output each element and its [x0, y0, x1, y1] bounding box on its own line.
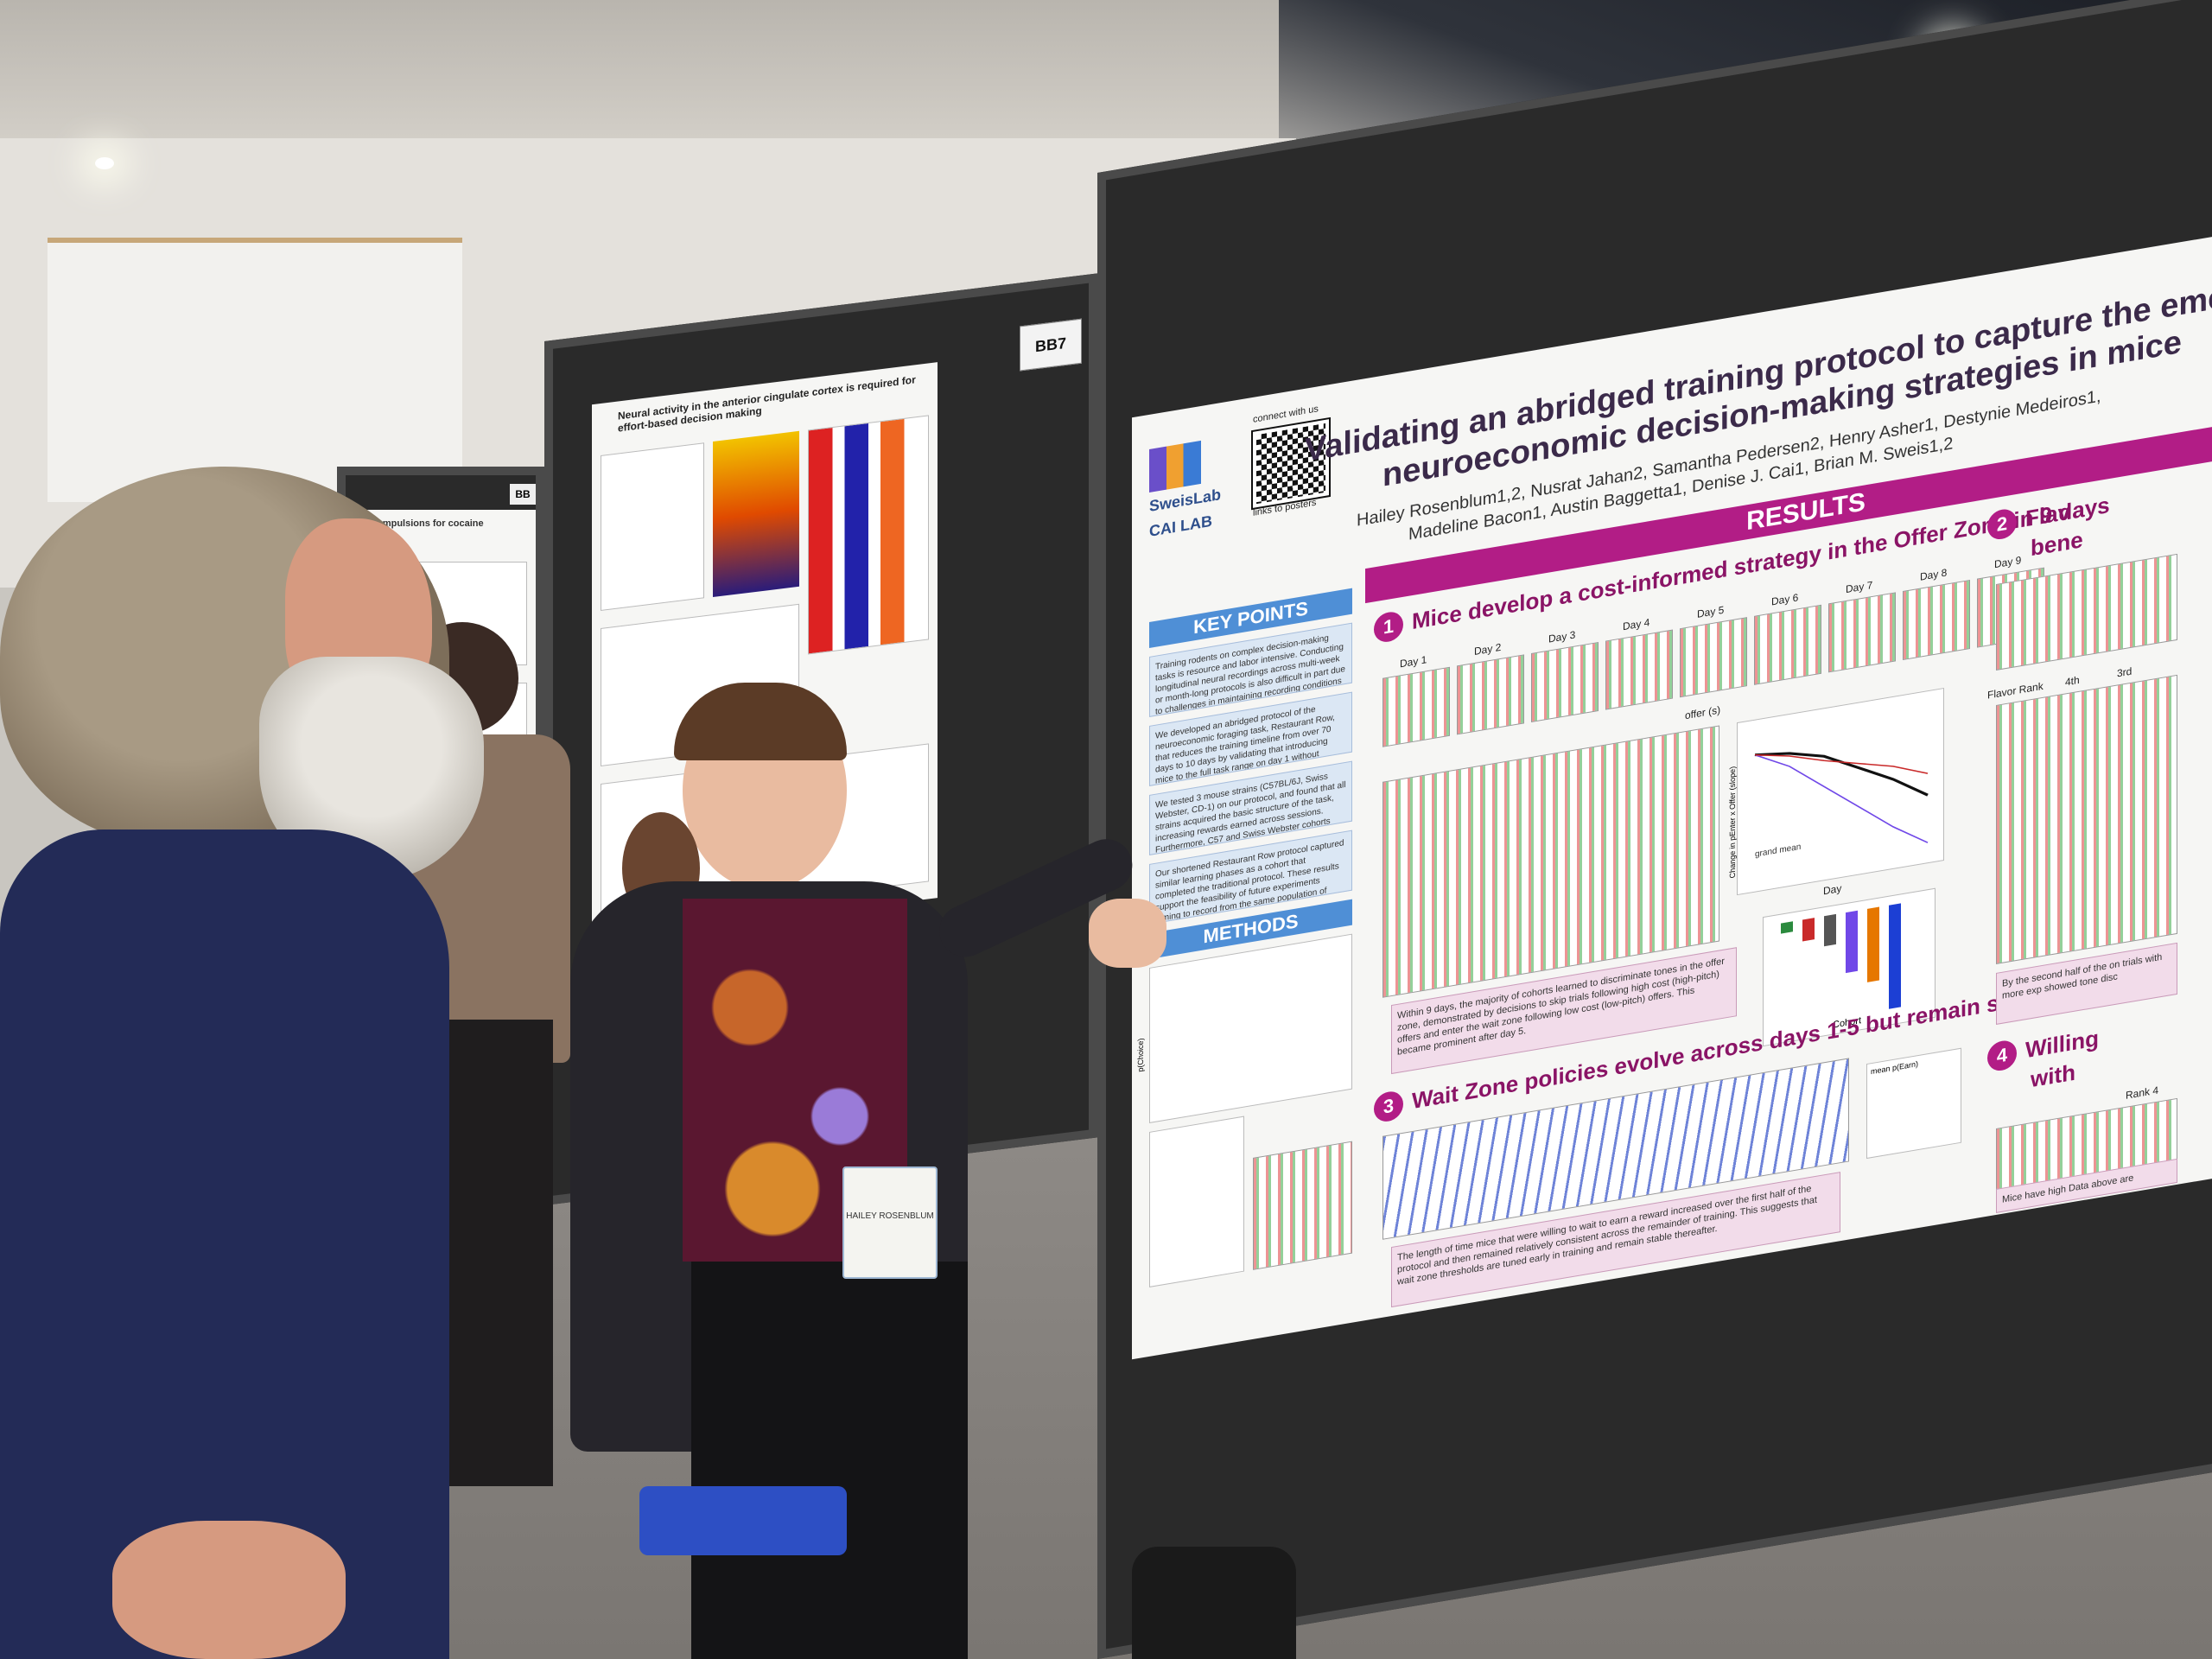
- day-plot: [1457, 654, 1524, 735]
- day-plot: [1903, 579, 1970, 661]
- day-label: Day 3: [1548, 628, 1576, 645]
- bar: [1846, 910, 1858, 974]
- section-1-number: 1: [1374, 609, 1403, 645]
- main-poster-board: SweisLab CAI LAB connect with us links t…: [1097, 0, 2212, 1659]
- main-poster: SweisLab CAI LAB connect with us links t…: [1132, 231, 2212, 1360]
- presenter-hair: [674, 683, 847, 760]
- booth-tag: BB7: [1020, 318, 1082, 372]
- day-plot: [1754, 604, 1821, 685]
- man-hand: [112, 1521, 346, 1659]
- bar: [1867, 906, 1879, 982]
- heatmap-figure: [713, 430, 799, 598]
- earn-line-chart: mean p(Earn): [1866, 1047, 1961, 1160]
- section-3-number: 3: [1374, 1089, 1403, 1124]
- lab-logo-icon: [1149, 440, 1201, 493]
- board-tag: BB: [510, 484, 536, 505]
- day-label: Day 5: [1697, 603, 1725, 620]
- day-plot: [1828, 592, 1896, 673]
- section-4-number: 4: [1987, 1038, 2017, 1073]
- day-plot: [1605, 629, 1673, 710]
- section-4-title: Willing: [2025, 1025, 2099, 1064]
- rank-label: 3rd: [2117, 664, 2133, 680]
- choice-axis-label: p(Choice): [1136, 1037, 1145, 1073]
- ceiling-light: [95, 157, 114, 169]
- section-2-title: Flav: [2025, 498, 2071, 532]
- rank-label: 4th: [2065, 673, 2080, 689]
- bar: [1802, 918, 1815, 942]
- bar: [1781, 921, 1793, 934]
- blue-bag: [639, 1486, 847, 1555]
- earn-axis-label: mean p(Earn): [1871, 1059, 1919, 1077]
- presenter-badge: HAILEY ROSENBLUM: [842, 1166, 938, 1279]
- flavor-grid-plots: [1996, 674, 2177, 964]
- day-label: Day 6: [1771, 591, 1799, 608]
- slope-axis-label: Change in pEnter x Offer (slope): [1728, 766, 1737, 880]
- left-poster-title: compulsions for cocaine: [372, 518, 484, 529]
- figure: [601, 442, 704, 612]
- rank-label: Rank 4: [2126, 1084, 2159, 1102]
- day-label: Day 7: [1846, 578, 1873, 596]
- methods-plot: [1253, 1141, 1352, 1270]
- day-plot: [1531, 641, 1599, 722]
- section-2-number: 2: [1987, 506, 2017, 542]
- day-label: Day 1: [1400, 653, 1427, 671]
- day-label: Day 4: [1623, 616, 1650, 633]
- methods-diagram: [1149, 933, 1352, 1123]
- day-plot: [1680, 617, 1747, 698]
- cohort-grid-plots: [1382, 725, 1719, 998]
- slope-lines: [1754, 752, 1929, 843]
- figure: [808, 415, 929, 655]
- bar: [1824, 913, 1836, 947]
- offer-axis-label: offer (s): [1685, 703, 1721, 722]
- day-label: Day 8: [1920, 566, 1948, 583]
- wall-panel: [48, 238, 462, 502]
- day-plot: [1382, 666, 1450, 747]
- restaurant-row-map: [1149, 1116, 1244, 1287]
- bar: [1889, 903, 1901, 1009]
- slope-line-chart: grand mean: [1737, 688, 1944, 896]
- day-axis-label: Day: [1823, 881, 1842, 898]
- presenter-pants: [691, 1262, 968, 1659]
- day-label: Day 9: [1994, 554, 2022, 571]
- backpack: [1132, 1547, 1296, 1659]
- lab-logo: SweisLab CAI LAB: [1149, 434, 1244, 541]
- day-label: Day 2: [1474, 640, 1502, 658]
- presenter-hand: [1089, 899, 1166, 968]
